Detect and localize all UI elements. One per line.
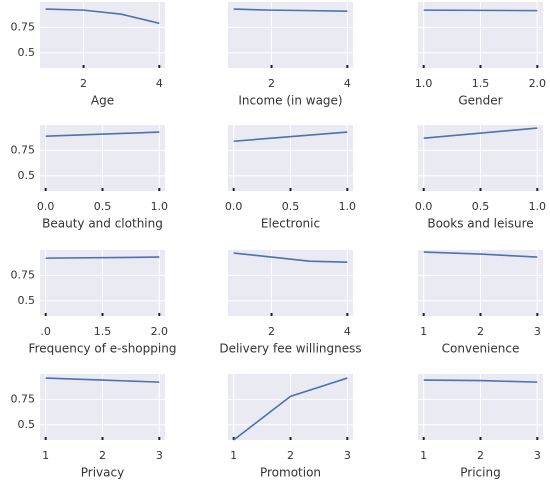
x-tick-label: 1: [420, 449, 427, 462]
x-tick-label: 4: [344, 325, 351, 338]
y-tick-label: 0.75: [11, 20, 36, 33]
x-axis-label: Beauty and clothing: [42, 217, 163, 231]
line: [423, 127, 538, 139]
x-axis-label: Privacy: [81, 466, 124, 480]
x-axis-label: Electronic: [261, 217, 320, 231]
y-tick-label: 0.5: [18, 418, 36, 431]
x-axis-label: Gender: [458, 94, 502, 108]
y-tick-label: 0.5: [18, 46, 36, 59]
y-tick-label: 0.75: [11, 143, 36, 156]
x-tick-label: 2: [477, 325, 484, 338]
x-tick-label: 4: [344, 77, 351, 90]
x-tick-label: 1.5: [472, 77, 490, 90]
x-tick-label: 2.0: [529, 77, 547, 90]
x-tick-label: 2: [80, 77, 87, 90]
x-axis-label: Frequency of e-shopping: [29, 342, 177, 356]
plot-area: [40, 2, 165, 68]
x-axis-label: Age: [91, 94, 114, 108]
y-tick-label: 0.5: [18, 169, 36, 182]
x-axis-label: Income (in wage): [238, 94, 342, 108]
x-tick-label: 3: [534, 449, 541, 462]
x-tick-label: 2: [477, 449, 484, 462]
y-tick-label: 0.75: [11, 392, 36, 405]
x-tick-label: 1.0: [415, 77, 433, 90]
line: [45, 377, 160, 383]
line: [233, 377, 348, 441]
line: [233, 8, 348, 12]
x-tick-label: 2: [99, 449, 106, 462]
x-tick-label: 2: [287, 449, 294, 462]
line: [423, 379, 538, 383]
x-tick-label: 2: [268, 325, 275, 338]
x-tick-label: 0.5: [472, 200, 490, 213]
x-axis-label: Pricing: [460, 466, 500, 480]
line: [45, 131, 160, 137]
x-tick-label: 0.0: [225, 200, 243, 213]
plot-area: [228, 2, 353, 68]
x-tick-label: 1: [420, 325, 427, 338]
x-axis-label: Convenience: [442, 342, 520, 356]
x-tick-label: 3: [534, 325, 541, 338]
x-tick-label: 2: [268, 77, 275, 90]
x-tick-label: 1.0: [529, 200, 547, 213]
x-tick-label: 0.0: [37, 200, 55, 213]
line: [45, 8, 160, 25]
x-tick-label: 4: [156, 77, 163, 90]
x-tick-label: 0.5: [282, 200, 300, 213]
x-tick-label: 1: [230, 449, 237, 462]
x-tick-label: 1.0: [151, 200, 169, 213]
x-axis-label: Promotion: [260, 466, 321, 480]
x-tick-label: 1: [42, 449, 49, 462]
x-tick-label: 1.0: [339, 200, 357, 213]
x-tick-label: 1.5: [94, 325, 112, 338]
x-tick-label: 0.5: [94, 200, 112, 213]
x-tick-label: .0: [40, 325, 51, 338]
x-axis-label: Delivery fee willingness: [219, 342, 361, 356]
line: [233, 131, 348, 143]
x-axis-label: Books and leisure: [427, 217, 533, 231]
line: [423, 251, 538, 258]
x-tick-label: 3: [344, 449, 351, 462]
line: [45, 256, 160, 259]
x-tick-label: 0.0: [415, 200, 433, 213]
y-tick-label: 0.5: [18, 294, 36, 307]
y-tick-label: 0.75: [11, 268, 36, 281]
line: [233, 252, 348, 263]
x-tick-label: 2.0: [151, 325, 169, 338]
x-tick-label: 3: [156, 449, 163, 462]
line: [423, 9, 538, 12]
